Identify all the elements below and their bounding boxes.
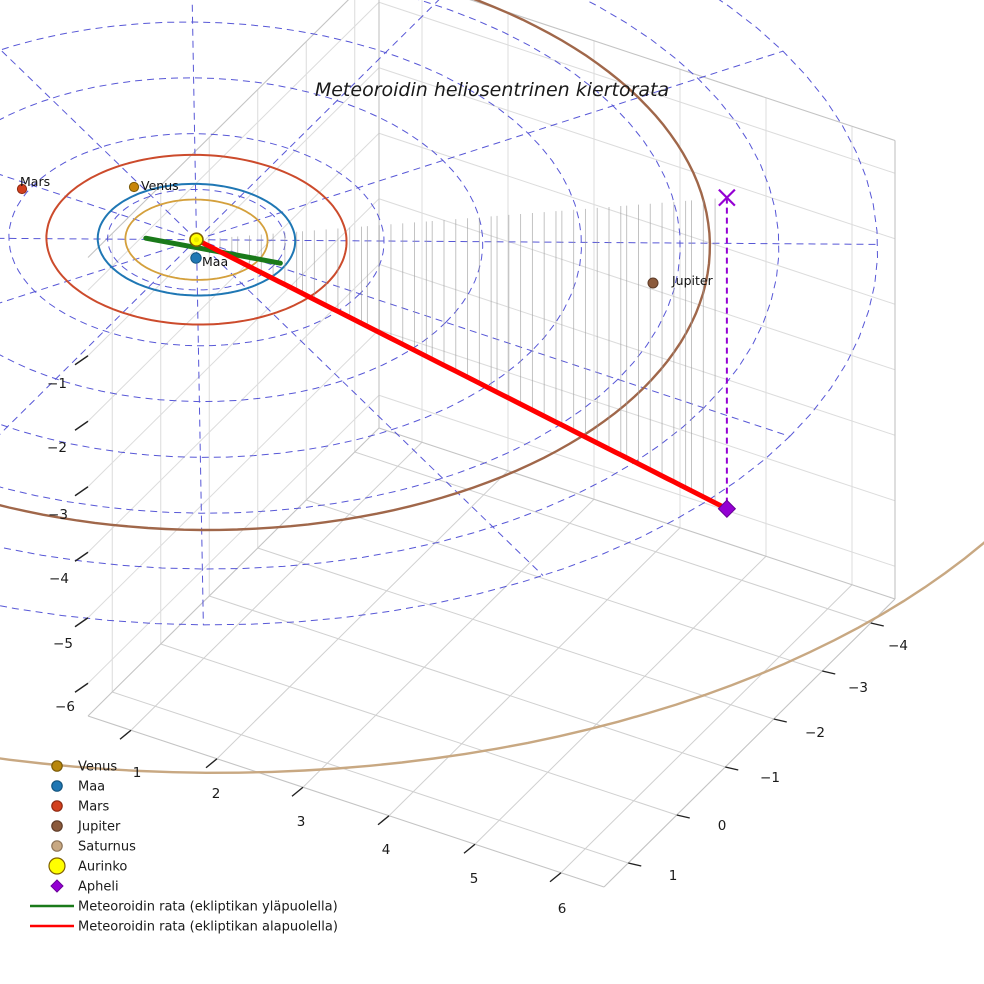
legend-label: Saturnus bbox=[78, 840, 136, 855]
legend-dot-icon bbox=[51, 800, 63, 812]
y-tick bbox=[822, 670, 836, 675]
y-tick-label: 1 bbox=[669, 868, 678, 884]
orbit-jupiter bbox=[0, 0, 712, 532]
y-tick-label: −2 bbox=[805, 725, 825, 741]
y-tick bbox=[870, 622, 884, 627]
orbit-stem-lines bbox=[207, 198, 716, 503]
x-tick-label: 4 bbox=[382, 842, 391, 858]
aphelion-diamond-marker bbox=[717, 499, 737, 518]
x-tick bbox=[119, 729, 132, 740]
label-venus: Venus bbox=[141, 178, 179, 193]
legend-item[interactable]: Jupiter bbox=[51, 820, 121, 835]
x-tick-label: 2 bbox=[212, 786, 221, 802]
aphelion-projection-x-icon bbox=[718, 188, 736, 207]
celestial-bodies bbox=[16, 181, 737, 518]
label-maa: Maa bbox=[202, 254, 228, 269]
label-mars: Mars bbox=[20, 174, 50, 189]
legend-dot-icon bbox=[51, 840, 63, 852]
planet-orbits bbox=[0, 0, 984, 775]
z-tick bbox=[74, 420, 89, 431]
z-tick-label: −6 bbox=[55, 699, 75, 715]
x-tick-label: 6 bbox=[558, 901, 567, 917]
label-jupiter: Jupiter bbox=[671, 273, 714, 288]
legend-label: Meteoroidin rata (ekliptikan yläpuolella… bbox=[78, 900, 338, 915]
legend-item[interactable]: Aurinko bbox=[48, 857, 127, 875]
y-tick-label: −3 bbox=[848, 680, 868, 696]
z-tick-label: −5 bbox=[53, 636, 73, 652]
x-tick bbox=[291, 786, 304, 797]
body-dot-mars bbox=[16, 183, 28, 195]
legend-item[interactable]: Meteoroidin rata (ekliptikan alapuolella… bbox=[30, 920, 338, 935]
z-tick bbox=[74, 355, 89, 366]
z-tick-label: −1 bbox=[47, 376, 67, 392]
legend-item[interactable]: Mars bbox=[51, 800, 110, 815]
legend-item[interactable]: Meteoroidin rata (ekliptikan yläpuolella… bbox=[30, 900, 338, 915]
x-tick bbox=[377, 815, 390, 826]
y-tick bbox=[628, 862, 642, 867]
legend-item[interactable]: Apheli bbox=[50, 879, 119, 895]
z-tick bbox=[74, 617, 89, 628]
axis-tick-labels: 1 2 3 4 5 6 1 0 −1 −2 −3 −4 −1 −2 −3 −4 −5 −6 bbox=[47, 376, 908, 917]
y-tick bbox=[725, 766, 739, 771]
legend-dot-icon bbox=[48, 857, 66, 875]
z-tick bbox=[74, 486, 89, 497]
ecliptic-polar-grid bbox=[0, 0, 879, 626]
orbit-saturnus bbox=[0, 541, 984, 775]
orbit-venus bbox=[124, 198, 269, 281]
orbit-maa bbox=[96, 182, 297, 297]
legend-label: Apheli bbox=[78, 880, 119, 895]
legend-label: Maa bbox=[78, 780, 105, 795]
aphelion-dropline bbox=[718, 188, 736, 509]
legend-item[interactable]: Saturnus bbox=[51, 840, 136, 855]
body-dot-maa bbox=[190, 252, 202, 264]
x-tick-label: 3 bbox=[297, 814, 306, 830]
page-title: Meteoroidin heliosentrinen kiertorata bbox=[315, 79, 669, 101]
legend-label: Jupiter bbox=[77, 820, 121, 835]
axes-panes bbox=[87, 0, 896, 888]
legend: Venus Maa Mars Jupiter Saturnus Aurinko Apheli… bbox=[30, 760, 338, 935]
y-tick-label: −4 bbox=[888, 638, 908, 654]
meteoroid-orbit bbox=[143, 235, 730, 512]
legend-item[interactable]: Venus bbox=[51, 760, 118, 775]
legend-item[interactable]: Maa bbox=[51, 780, 105, 795]
x-tick-label: 1 bbox=[133, 765, 142, 781]
z-tick bbox=[74, 551, 89, 562]
legend-label: Venus bbox=[78, 760, 117, 775]
body-dot-venus bbox=[128, 181, 140, 193]
sun-core bbox=[193, 237, 200, 243]
z-tick-label: −3 bbox=[48, 507, 68, 523]
y-tick-label: 0 bbox=[718, 818, 727, 834]
legend-dot-icon bbox=[51, 760, 63, 772]
legend-dot-icon bbox=[51, 820, 63, 832]
legend-dot-icon bbox=[51, 780, 63, 792]
legend-label: Aurinko bbox=[78, 860, 127, 875]
z-tick-label: −2 bbox=[47, 440, 67, 456]
orbit-mars bbox=[45, 153, 348, 326]
body-dot-jupiter bbox=[647, 277, 659, 289]
legend-label: Mars bbox=[78, 800, 110, 815]
x-tick bbox=[463, 843, 476, 854]
legend-diamond-icon bbox=[50, 879, 64, 893]
y-tick bbox=[676, 814, 690, 819]
y-tick-label: −1 bbox=[760, 770, 780, 786]
x-tick-label: 5 bbox=[470, 871, 479, 887]
legend-label: Meteoroidin rata (ekliptikan alapuolella… bbox=[78, 920, 338, 935]
z-tick-label: −4 bbox=[49, 571, 69, 587]
x-tick bbox=[549, 872, 562, 883]
meteoroid-below-ecliptic bbox=[194, 237, 730, 512]
x-tick bbox=[205, 758, 218, 769]
axis-tick-marks bbox=[74, 355, 884, 883]
y-tick bbox=[773, 718, 787, 723]
z-tick bbox=[74, 682, 89, 693]
